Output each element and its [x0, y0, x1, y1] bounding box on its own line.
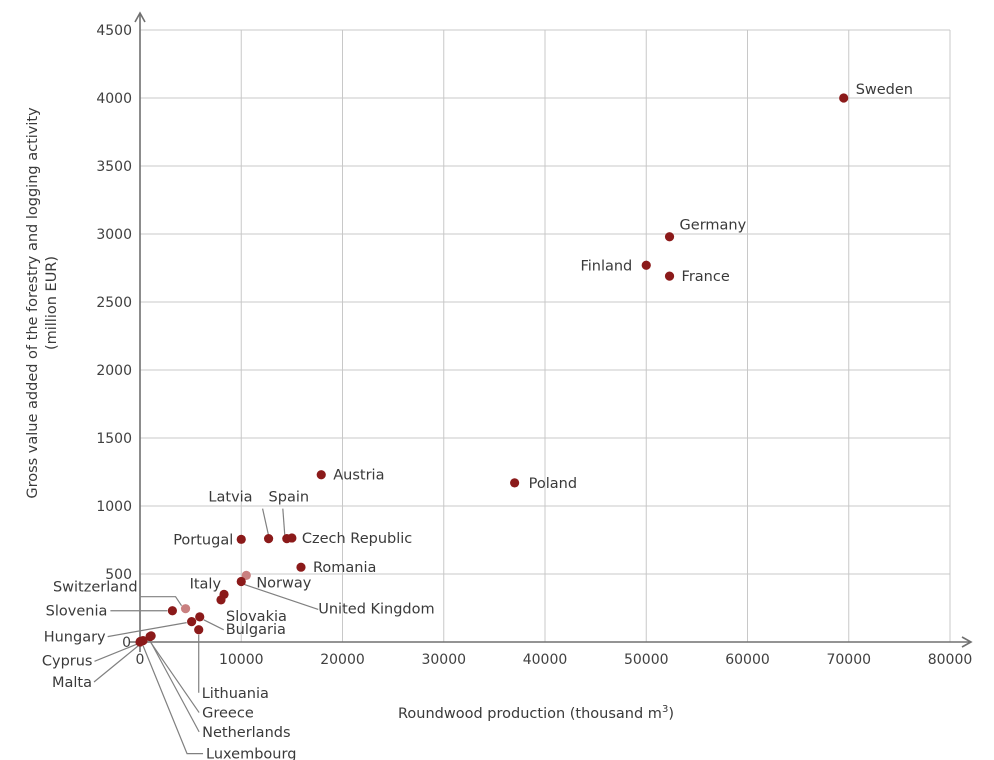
point-hungary — [187, 617, 197, 627]
x-axis-arrow — [961, 636, 973, 648]
leader-line-netherlands — [149, 640, 200, 733]
x-axis-title: Roundwood production (thousand m3) — [398, 704, 674, 722]
point-label-slovakia: Slovakia — [226, 609, 287, 625]
point-label-sweden: Sweden — [856, 82, 913, 98]
point-label-czech-republic: Czech Republic — [302, 531, 412, 547]
point-label-hungary: Hungary — [44, 630, 106, 646]
point-label-cyprus: Cyprus — [42, 653, 93, 669]
leader-line-malta — [93, 645, 139, 683]
point-label-norway: Norway — [256, 575, 311, 591]
leader-line-hungary — [107, 622, 187, 638]
axes — [130, 11, 973, 652]
point-portugal — [236, 534, 246, 544]
y-tick-label: 3500 — [96, 159, 132, 175]
point-lithuania — [194, 625, 204, 635]
x-tick-label: 40000 — [523, 652, 568, 668]
point-switzerland — [180, 604, 191, 614]
point-label-spain: Spain — [269, 490, 310, 506]
point-label-austria: Austria — [333, 468, 384, 484]
point-slovenia — [167, 606, 177, 616]
point-label-netherlands: Netherlands — [202, 725, 290, 741]
leader-line-latvia — [262, 508, 270, 536]
point-sweden — [839, 93, 849, 103]
point-label-switzerland: Switzerland — [53, 580, 138, 596]
point-label-latvia: Latvia — [208, 490, 252, 506]
point-label-france: France — [682, 269, 730, 285]
y-tick-label: 1000 — [96, 499, 132, 515]
y-tick-label: 2500 — [96, 295, 132, 311]
leader-line-greece — [149, 641, 200, 713]
x-tick-label: 70000 — [826, 652, 871, 668]
grid — [140, 29, 951, 642]
point-label-malta: Malta — [52, 675, 92, 691]
point-label-poland: Poland — [529, 476, 577, 492]
y-tick-label: 3000 — [96, 227, 132, 243]
point-label-united-kingdom: United Kingdom — [318, 601, 434, 617]
point-slovakia — [216, 595, 226, 605]
y-tick-label: 500 — [105, 567, 132, 583]
x-tick-label: 20000 — [320, 652, 365, 668]
x-tick-label: 30000 — [421, 652, 466, 668]
leader-line-spain — [282, 508, 286, 536]
leader-lines — [93, 508, 319, 755]
point-label-finland: Finland — [580, 258, 632, 274]
point-bulgaria — [195, 612, 205, 622]
point-austria — [316, 470, 326, 480]
origin-label: 0 — [122, 635, 131, 651]
point-france — [664, 271, 675, 281]
leader-line-cyprus — [94, 643, 137, 662]
point-label-romania: Romania — [313, 560, 376, 576]
point-poland — [510, 478, 520, 488]
point-united-kingdom — [236, 576, 246, 587]
point-finland — [641, 260, 651, 270]
point-netherlands — [146, 631, 156, 641]
point-label-bulgaria: Bulgaria — [226, 622, 286, 638]
y-axis-arrow — [134, 11, 146, 23]
y-tick-label: 4000 — [96, 91, 132, 107]
x-tick-label: 60000 — [725, 652, 770, 668]
point-norway — [241, 570, 251, 580]
x-axis-title-superscript: 3 — [662, 704, 668, 715]
x-axis-title-suffix: ) — [668, 706, 674, 722]
point-czech-republic — [287, 533, 297, 543]
point-germany — [664, 232, 675, 242]
tick-labels: 0 10000 20000 30000 40000 50000 60000 70000 8000… — [96, 23, 972, 668]
point-malta — [135, 637, 145, 647]
x-tick-label: 10000 — [219, 652, 264, 668]
x-tick-label: 80000 — [928, 652, 973, 668]
point-label-italy: Italy — [190, 576, 222, 592]
leader-line-luxembourg — [142, 645, 204, 755]
leader-line-switzerland — [139, 596, 183, 607]
leader-line-united-kingdom — [244, 583, 319, 611]
x-axis-title-main: Roundwood production (thousand m — [398, 706, 662, 722]
point-label-lithuania: Lithuania — [202, 686, 269, 702]
point-romania — [296, 562, 306, 572]
x-tick-label: 0 — [136, 652, 145, 668]
x-tick-label: 50000 — [624, 652, 669, 668]
y-axis-title-units: (million EUR) — [44, 256, 60, 350]
y-tick-label: 4500 — [96, 23, 132, 39]
point-labels: Sweden Germany Finland France Poland Austria L… — [42, 82, 913, 760]
point-label-slovenia: Slovenia — [46, 604, 108, 620]
y-tick-label: 2000 — [96, 363, 132, 379]
point-label-luxembourg: Luxembourg — [206, 747, 296, 760]
y-tick-label: 1500 — [96, 431, 132, 447]
leader-line-bulgaria — [203, 619, 225, 631]
point-label-portugal: Portugal — [173, 532, 233, 548]
point-latvia — [263, 534, 274, 544]
point-label-greece: Greece — [202, 706, 254, 722]
point-label-germany: Germany — [680, 218, 747, 234]
y-axis-title: Gross value added of the forestry and lo… — [25, 107, 41, 499]
data-points — [135, 93, 849, 647]
